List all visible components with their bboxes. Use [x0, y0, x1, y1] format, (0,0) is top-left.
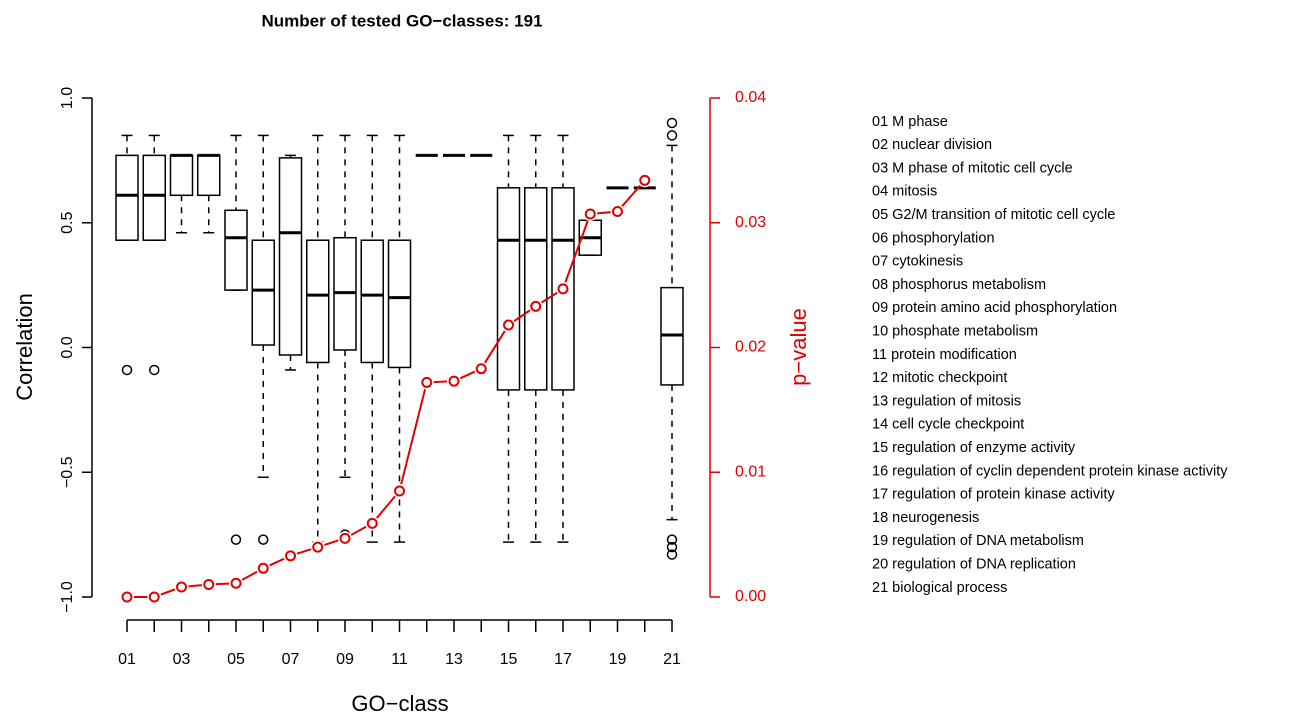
y2-tick-label: 0.04: [735, 89, 766, 106]
box: [551, 187, 575, 391]
x-tick-label: 03: [173, 651, 191, 668]
pvalue-point: [176, 581, 187, 593]
y-tick-label: −0.5: [59, 456, 76, 488]
chart-title: Number of tested GO−classes: 191: [261, 11, 542, 30]
class-name: 13 regulation of mitosis: [872, 393, 1021, 409]
y2-tick-label: 0.02: [735, 339, 766, 356]
class-name: 09 protein amino acid phosphorylation: [872, 300, 1117, 316]
class-name: 02 nuclear division: [872, 137, 992, 153]
outlier: [666, 117, 678, 129]
outlier: [149, 364, 160, 376]
pvalue-point: [203, 579, 215, 591]
x-axis-label: GO−class: [351, 691, 448, 716]
pvalue-point: [503, 319, 514, 331]
class-name: 15 regulation of enzyme activity: [872, 440, 1076, 456]
y-axis-label: Correlation: [12, 293, 37, 401]
y2-tick-label: 0.01: [735, 463, 766, 480]
box: [197, 154, 221, 197]
outlier: [230, 534, 242, 545]
x-tick-label: 13: [445, 651, 463, 668]
outlier: [666, 534, 678, 545]
pvalue-point: [230, 577, 242, 589]
y2-axis-label: p−value: [786, 308, 811, 386]
y-tick-label: 0.0: [59, 336, 76, 358]
class-name: 03 M phase of mitotic cell cycle: [872, 160, 1073, 176]
pvalue-point: [530, 300, 542, 312]
class-name: 21 biological process: [872, 580, 1007, 596]
box: [360, 239, 384, 364]
pvalue-point: [339, 532, 351, 544]
class-name: 18 neurogenesis: [872, 510, 979, 526]
pvalue-point: [612, 206, 623, 218]
pvalue-point: [366, 517, 378, 529]
pvalue-point: [257, 562, 269, 574]
y-tick-label: −1.0: [59, 581, 76, 613]
box: [142, 154, 166, 241]
pvalue-point: [639, 174, 651, 186]
outlier: [666, 549, 678, 560]
y2-tick-label: 0.00: [735, 588, 766, 605]
class-name: 08 phosphorus metabolism: [872, 277, 1046, 293]
outlier: [258, 534, 269, 545]
x-tick-label: 17: [554, 651, 572, 668]
box: [496, 187, 521, 391]
box: [251, 239, 275, 346]
pvalue-point: [148, 591, 160, 603]
pvalue-point: [421, 376, 433, 388]
box: [115, 154, 139, 241]
box: [169, 154, 194, 197]
class-name: 19 regulation of DNA metabolism: [872, 533, 1084, 549]
class-name: 07 cytokinesis: [872, 254, 963, 270]
y2-tick-label: 0.03: [735, 214, 766, 231]
class-name: 10 phosphate metabolism: [872, 324, 1038, 340]
class-name: 16 regulation of cyclin dependent protei…: [872, 463, 1228, 479]
x-tick-label: 19: [609, 651, 627, 668]
outlier: [666, 130, 678, 141]
pvalue-point: [394, 485, 405, 497]
pvalue-point: [285, 550, 296, 562]
x-tick-label: 01: [118, 651, 136, 668]
box: [278, 157, 303, 356]
pvalue-point: [475, 363, 487, 375]
pvalue-line: [127, 179, 646, 598]
class-name: 05 G2/M transition of mitotic cell cycle: [872, 207, 1115, 223]
class-name: 12 mitotic checkpoint: [872, 370, 1007, 386]
pvalue-point: [448, 375, 460, 387]
pvalue-point: [557, 283, 569, 295]
pvalue-point: [584, 208, 596, 220]
x-tick-label: 05: [227, 651, 245, 668]
x-tick-label: 07: [282, 651, 300, 668]
pvalue-point: [312, 541, 324, 553]
box: [387, 239, 412, 369]
box: [524, 187, 548, 391]
y-tick-label: 1.0: [59, 87, 76, 109]
box: [306, 239, 330, 364]
class-name: 11 protein modification: [872, 347, 1017, 363]
y-tick-label: 0.5: [59, 212, 76, 234]
x-tick-label: 11: [391, 651, 408, 668]
class-name: 04 mitosis: [872, 184, 937, 200]
outlier: [666, 541, 678, 553]
class-name: 17 regulation of protein kinase activity: [872, 487, 1115, 503]
class-name: 20 regulation of DNA replication: [872, 557, 1076, 573]
box: [224, 209, 248, 291]
x-tick-label: 15: [500, 651, 518, 668]
outlier: [121, 364, 133, 376]
class-name: 01 M phase: [872, 114, 948, 130]
x-tick-label: 09: [336, 651, 354, 668]
class-name: 14 cell cycle checkpoint: [872, 417, 1024, 433]
class-name: 06 phosphorylation: [872, 230, 995, 246]
x-tick-label: 21: [663, 651, 681, 668]
pvalue-point: [121, 591, 133, 603]
